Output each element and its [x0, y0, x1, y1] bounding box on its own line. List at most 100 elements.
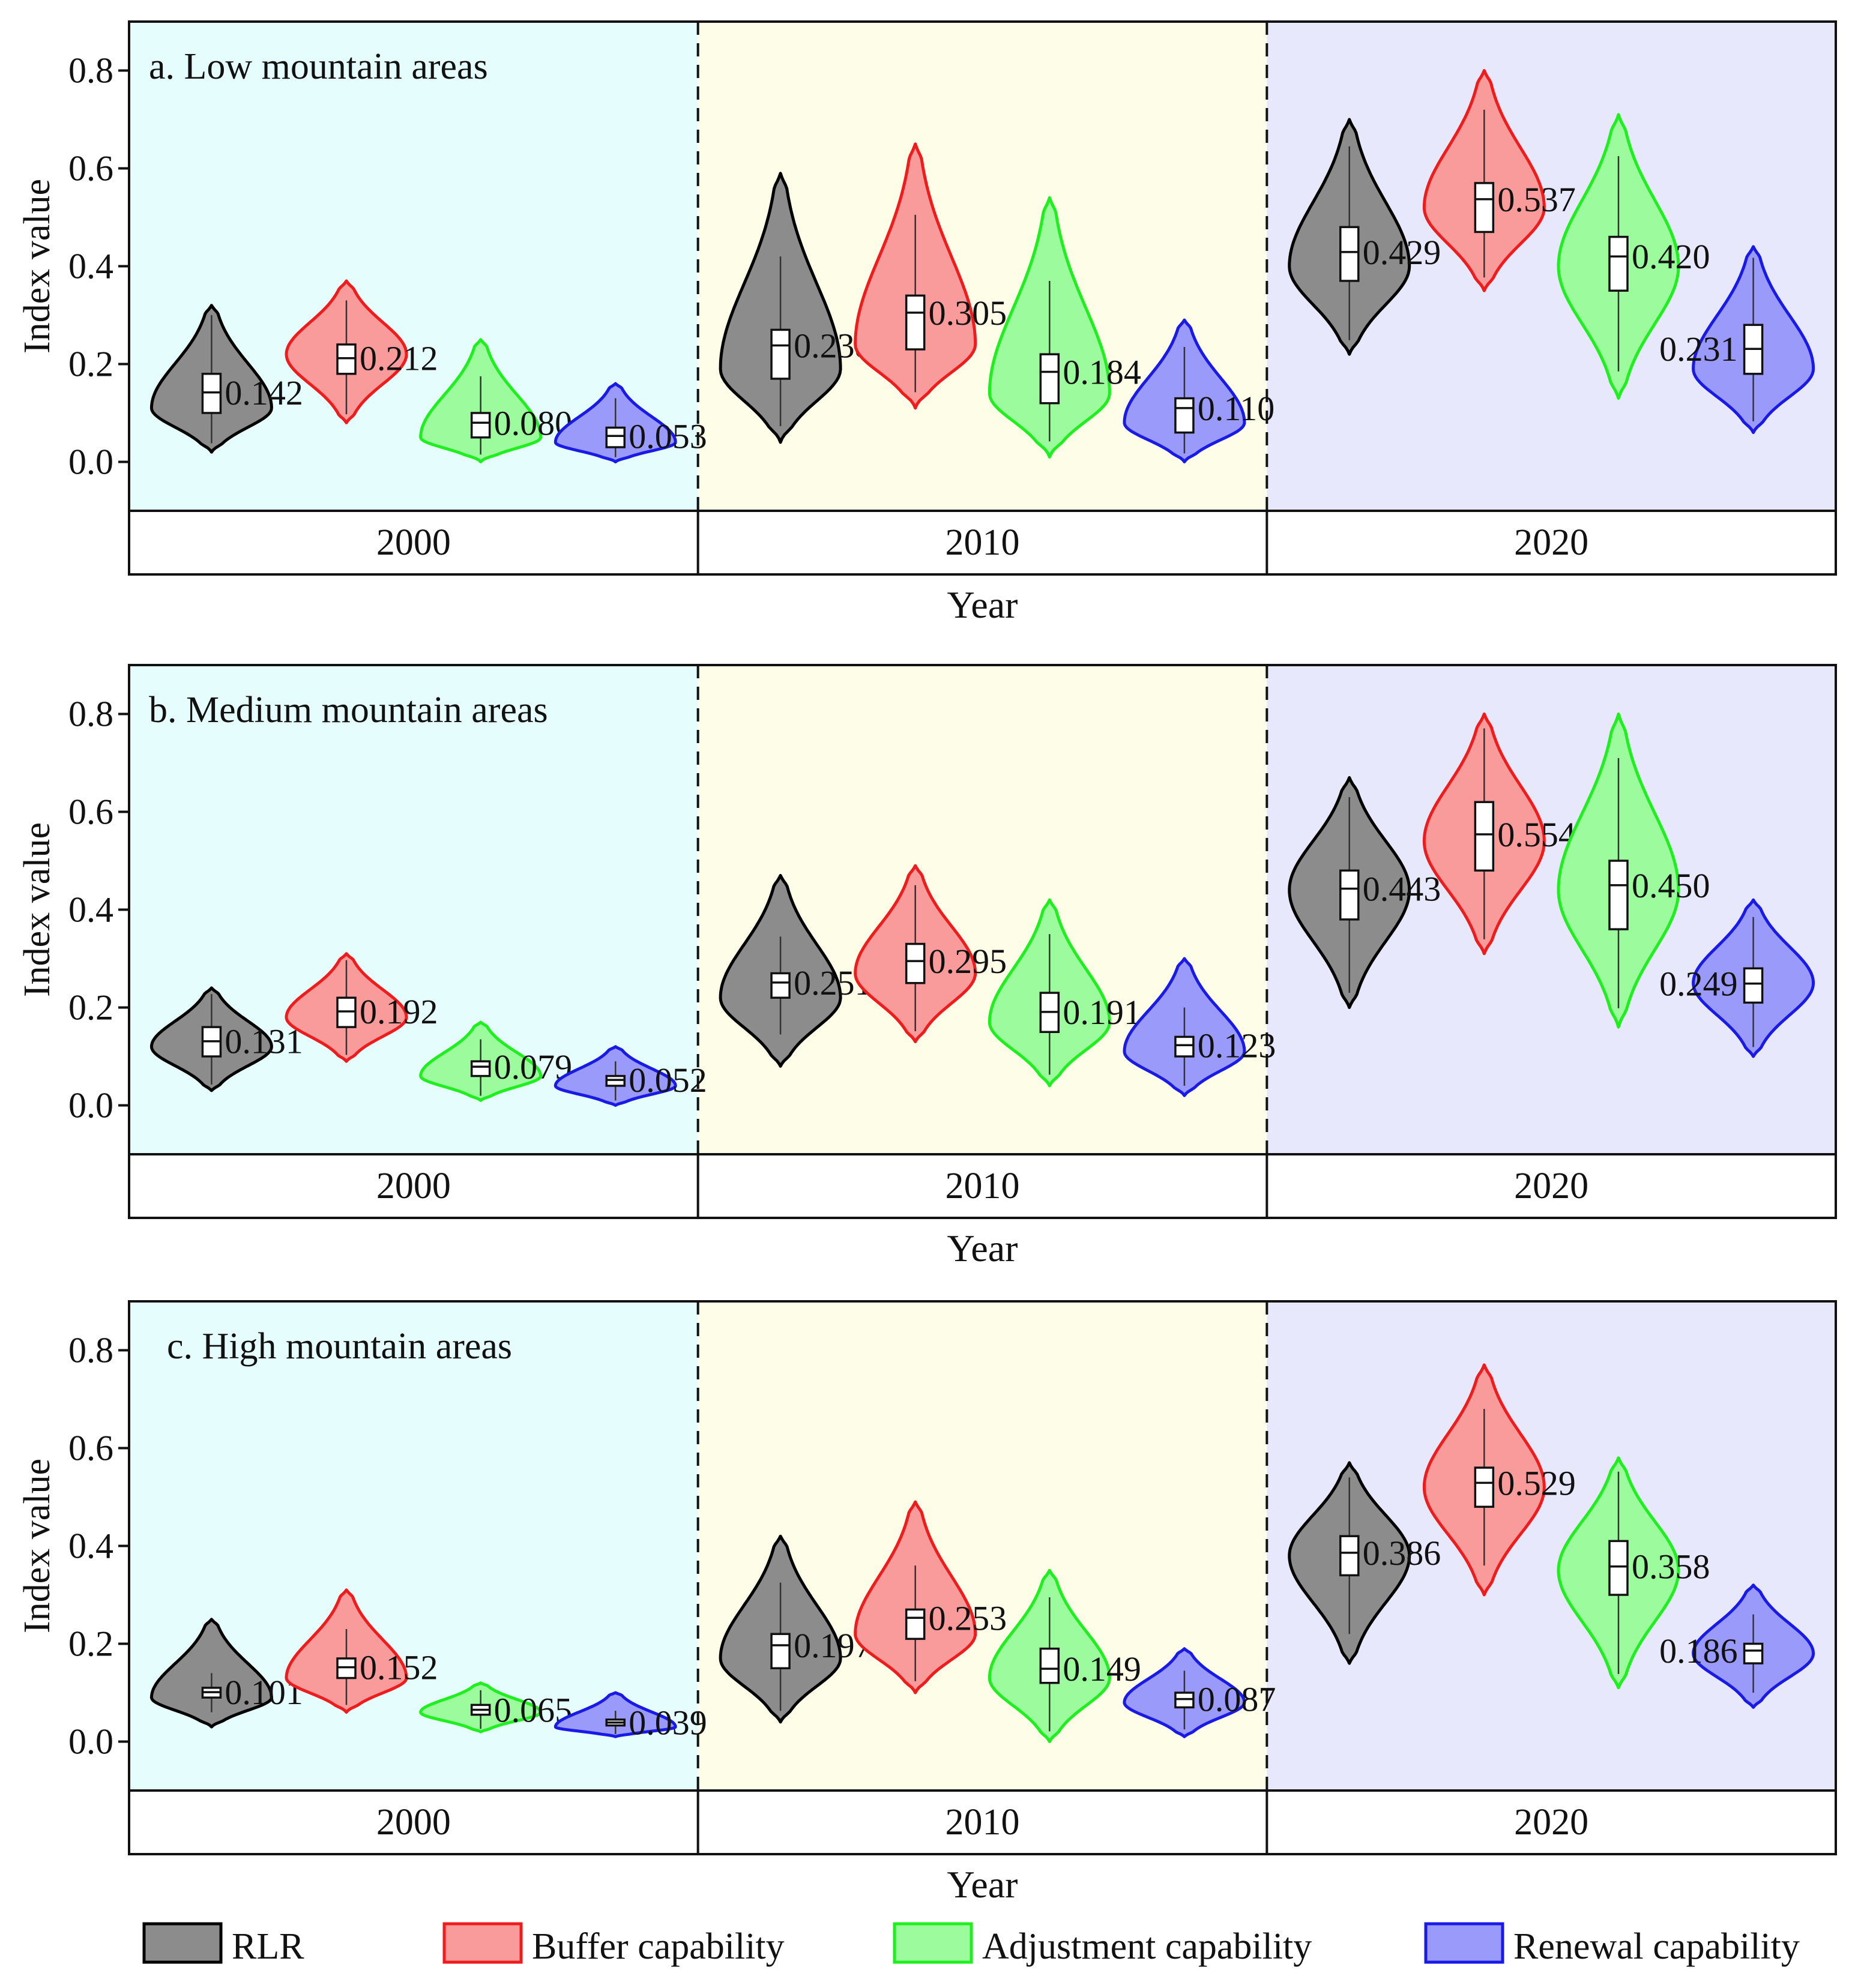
- violin-2020-1: 0.443: [1288, 776, 1441, 1009]
- value-label-2000-4: 0.052: [629, 1061, 707, 1100]
- violin-2010-3: 0.191: [988, 898, 1141, 1088]
- value-label-2000-2: 0.212: [360, 339, 438, 378]
- value-label-2010-3: 0.184: [1063, 353, 1141, 392]
- y-tick-label: 0.6: [68, 792, 113, 832]
- box-2020-4: [1743, 967, 1764, 1004]
- violin-2000-4: 0.039: [553, 1691, 707, 1743]
- panel-title: c. High mountain areas: [167, 1326, 512, 1367]
- box-2010-2: [905, 942, 926, 984]
- y-tick-label: 0.0: [68, 1722, 113, 1762]
- legend-label-1: RLR: [232, 1926, 304, 1967]
- value-label-2020-4: 0.231: [1659, 330, 1738, 369]
- year-label-2000: 2000: [376, 1802, 451, 1843]
- value-label-2020-1: 0.386: [1363, 1534, 1441, 1573]
- value-label-2020-2: 0.537: [1497, 180, 1576, 219]
- violin-2000-1: 0.142: [149, 304, 303, 454]
- value-label-2020-3: 0.420: [1632, 237, 1710, 276]
- box-2010-3: [1039, 353, 1060, 405]
- violin-2000-2: 0.212: [285, 279, 438, 424]
- violin-2020-3: 0.358: [1557, 1456, 1710, 1690]
- violin-2000-4: 0.053: [553, 382, 707, 463]
- value-label-2010-3: 0.191: [1063, 993, 1141, 1032]
- value-label-2020-1: 0.429: [1363, 233, 1441, 272]
- legend-swatch-3: [893, 1922, 973, 1964]
- box-2010-1: [770, 1633, 791, 1669]
- violin-2020-2: 0.537: [1422, 69, 1576, 292]
- box-2020-1: [1339, 226, 1360, 282]
- year-label-2010: 2010: [946, 522, 1020, 563]
- legend-label-3: Adjustment capability: [982, 1926, 1312, 1967]
- violin-2020-2: 0.554: [1422, 712, 1576, 956]
- y-tick-label: 0.6: [68, 149, 113, 188]
- value-label-2000-1: 0.142: [225, 373, 303, 412]
- violin-2010-3: 0.149: [988, 1568, 1141, 1743]
- value-label-2000-2: 0.192: [360, 992, 438, 1031]
- box-2000-3: [470, 412, 491, 439]
- value-label-2000-1: 0.131: [225, 1022, 303, 1061]
- year-label-2020: 2020: [1514, 1166, 1588, 1206]
- box-2020-2: [1474, 801, 1495, 872]
- value-label-2010-2: 0.305: [929, 294, 1007, 333]
- legend-label-2: Buffer capability: [532, 1926, 785, 1967]
- legend: RLR Buffer capability Adjustment capabilit…: [142, 1922, 1800, 1967]
- value-label-2010-4: 0.087: [1198, 1680, 1276, 1719]
- value-label-2020-2: 0.529: [1497, 1463, 1576, 1502]
- violin-2010-2: 0.295: [854, 864, 1007, 1043]
- legend-label-4: Renewal capability: [1513, 1926, 1800, 1967]
- year-strip: [128, 510, 1837, 576]
- y-tick-label: 0.0: [68, 1086, 113, 1125]
- y-axis-title: Index value: [17, 1459, 58, 1633]
- y-tick-label: 0.4: [68, 890, 113, 930]
- violin-2000-1: 0.131: [149, 986, 303, 1092]
- box-2020-3: [1608, 1540, 1629, 1596]
- y-tick-label: 0.8: [68, 51, 113, 91]
- box-2020-1: [1339, 1535, 1360, 1577]
- value-label-2000-4: 0.039: [629, 1703, 707, 1743]
- violin-2020-1: 0.429: [1288, 118, 1441, 356]
- x-axis-title: Year: [947, 583, 1018, 626]
- value-label-2020-1: 0.443: [1363, 869, 1441, 908]
- value-label-2020-4: 0.186: [1659, 1631, 1738, 1670]
- violin-2000-4: 0.052: [553, 1045, 707, 1107]
- violin-2020-1: 0.386: [1288, 1461, 1441, 1665]
- value-label-2010-2: 0.253: [929, 1598, 1007, 1637]
- value-label-2020-3: 0.358: [1632, 1547, 1710, 1586]
- box-2020-4: [1743, 1642, 1764, 1664]
- violin-2010-4: 0.087: [1123, 1647, 1276, 1738]
- y-tick-label: 0.0: [68, 442, 113, 482]
- violin-2000-2: 0.152: [285, 1588, 438, 1714]
- y-axis-title: Index value: [17, 822, 58, 997]
- violin-2010-3: 0.184: [988, 196, 1141, 459]
- x-axis-title: Year: [947, 1863, 1018, 1906]
- violin-2010-2: 0.305: [854, 142, 1007, 410]
- y-tick-label: 0.4: [68, 247, 113, 286]
- panel-title: a. Low mountain areas: [149, 46, 488, 87]
- box-2020-1: [1339, 869, 1360, 921]
- y-tick-label: 0.6: [68, 1429, 113, 1468]
- y-tick-label: 0.4: [68, 1526, 113, 1566]
- legend-swatch-1: [142, 1922, 223, 1964]
- violin-2010-2: 0.253: [854, 1500, 1007, 1694]
- value-label-2000-4: 0.053: [629, 417, 707, 456]
- year-label-2000: 2000: [376, 1166, 451, 1206]
- y-tick-label: 0.2: [68, 345, 113, 384]
- value-label-2020-3: 0.450: [1632, 866, 1710, 905]
- year-label-2000: 2000: [376, 522, 451, 563]
- value-label-2000-2: 0.152: [360, 1648, 438, 1687]
- box-2010-2: [905, 294, 926, 351]
- value-label-2010-2: 0.295: [929, 942, 1007, 981]
- panel-title: b. Medium mountain areas: [149, 690, 548, 730]
- value-label-2020-4: 0.249: [1659, 965, 1738, 1004]
- year-label-2010: 2010: [946, 1802, 1020, 1843]
- y-tick-label: 0.8: [68, 694, 113, 734]
- box-2010-1: [770, 328, 791, 380]
- box-2010-1: [770, 972, 791, 999]
- box-2010-4: [1174, 1035, 1195, 1058]
- y-tick-label: 0.8: [68, 1331, 113, 1370]
- violin-2000-2: 0.192: [285, 952, 438, 1063]
- violin-2020-4: 0.249: [1659, 898, 1815, 1058]
- box-2010-2: [905, 1608, 926, 1640]
